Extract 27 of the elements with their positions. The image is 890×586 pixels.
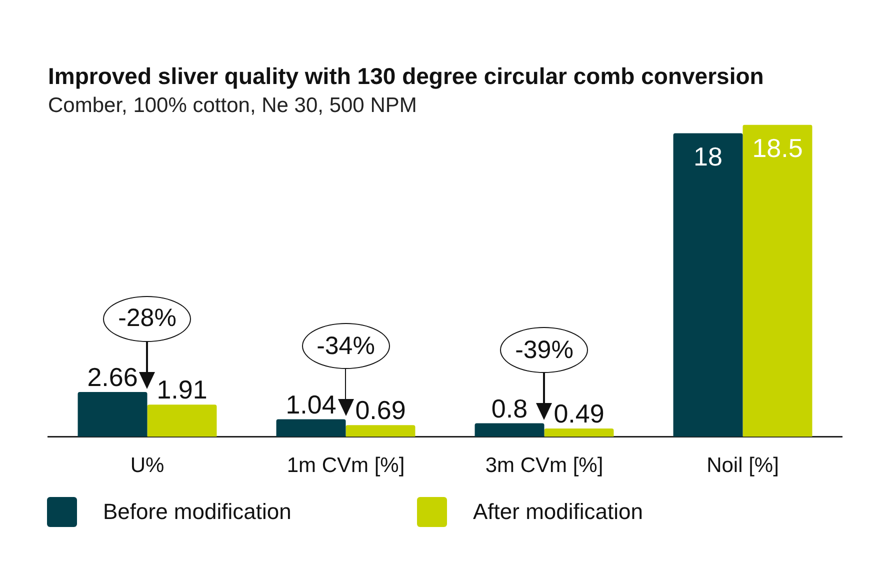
annotation: -39% bbox=[500, 327, 588, 374]
bar bbox=[276, 419, 346, 437]
bar bbox=[78, 392, 148, 437]
data-label: 1.91 bbox=[156, 374, 208, 405]
x-tick-label: 3m CVm [%] bbox=[485, 454, 604, 478]
data-label: 0.49 bbox=[554, 398, 604, 429]
data-label: 0.8 bbox=[491, 393, 528, 424]
data-label: 2.66 bbox=[87, 362, 138, 392]
x-tick-label: Noil [%] bbox=[706, 454, 779, 478]
annotation: -34% bbox=[302, 323, 390, 370]
data-label: 0.69 bbox=[355, 395, 406, 426]
data-label: 1.04 bbox=[286, 389, 336, 420]
bar bbox=[544, 428, 614, 437]
bar bbox=[474, 423, 544, 437]
chart-subtitle: Comber, 100% cotton, Ne 30, 500 NPM bbox=[48, 94, 417, 117]
legend-label: After modification bbox=[473, 499, 643, 525]
bar bbox=[147, 404, 217, 437]
x-tick-label: U% bbox=[130, 454, 164, 478]
bar bbox=[346, 425, 416, 437]
data-label: 18.5 bbox=[752, 132, 803, 163]
bar bbox=[673, 133, 743, 437]
bar bbox=[742, 124, 812, 437]
annotation: -28% bbox=[103, 296, 192, 342]
data-label: 18 bbox=[694, 141, 722, 172]
x-tick-label: 1m CVm [%] bbox=[286, 454, 405, 478]
chart-title: Improved sliver quality with 130 degree circular comb conversion bbox=[48, 63, 764, 90]
legend-label: Before modification bbox=[103, 499, 292, 525]
